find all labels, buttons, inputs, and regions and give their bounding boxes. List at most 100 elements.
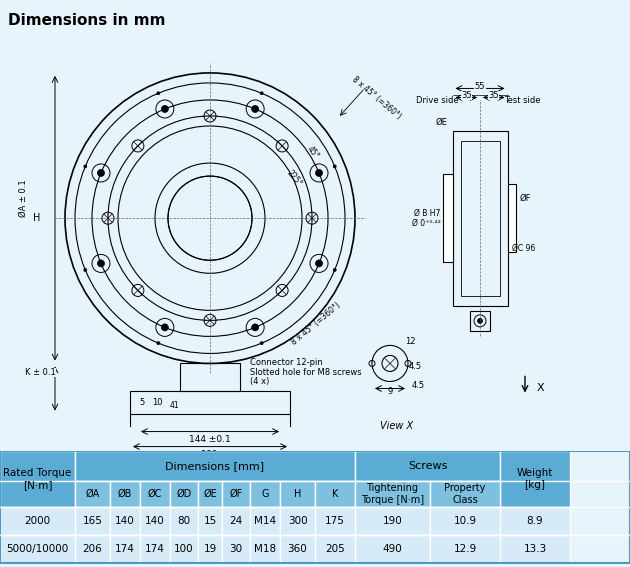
Bar (222, 535, 250, 563)
Bar (140, 535, 170, 563)
Text: Drive side: Drive side (416, 96, 459, 105)
Text: Property
Class: Property Class (444, 483, 486, 505)
Bar (250, 535, 280, 563)
Text: 10: 10 (152, 398, 163, 407)
Text: ØE: ØE (203, 489, 217, 499)
Text: 41: 41 (169, 401, 179, 410)
Circle shape (333, 165, 336, 168)
Text: 175: 175 (325, 516, 345, 526)
Bar (280, 507, 315, 535)
Bar (355, 535, 430, 563)
Text: 8 x 45° (=360°): 8 x 45° (=360°) (350, 75, 403, 121)
Circle shape (260, 92, 263, 95)
Text: 80: 80 (178, 516, 190, 526)
Text: Dimensions [mm]: Dimensions [mm] (166, 461, 265, 471)
Text: 24: 24 (229, 516, 243, 526)
Bar (250, 481, 280, 507)
Text: M14: M14 (254, 516, 276, 526)
Bar (500, 507, 570, 535)
Bar (170, 481, 198, 507)
Text: Tightening
Torque [N·m]: Tightening Torque [N·m] (361, 483, 424, 505)
Text: K: K (332, 489, 338, 499)
Text: 160: 160 (202, 450, 219, 459)
Bar (442, 174, 452, 262)
Bar (198, 535, 222, 563)
Bar (0, 535, 75, 563)
Text: 30: 30 (229, 544, 243, 554)
Bar (180, 363, 240, 391)
Bar (500, 451, 570, 507)
Text: 300: 300 (288, 516, 307, 526)
Text: Dimensions in mm: Dimensions in mm (8, 13, 165, 28)
Text: 4.5: 4.5 (411, 381, 425, 390)
Circle shape (251, 105, 259, 112)
Text: 140: 140 (145, 516, 165, 526)
Text: 35: 35 (488, 91, 499, 100)
Bar (198, 481, 222, 507)
Text: 12: 12 (404, 337, 415, 346)
Text: ØE: ØE (435, 118, 447, 127)
Circle shape (161, 105, 168, 112)
Text: 19: 19 (203, 544, 217, 554)
Text: 55: 55 (475, 82, 485, 91)
Text: ØA: ØA (86, 489, 100, 499)
Text: Slotted hole for M8 screws: Slotted hole for M8 screws (250, 368, 362, 377)
Circle shape (84, 268, 87, 272)
Text: 165: 165 (83, 516, 103, 526)
Bar (140, 481, 170, 507)
Bar (110, 481, 140, 507)
Text: Rated Torque
[N·m]: Rated Torque [N·m] (3, 468, 72, 490)
Bar (470, 311, 490, 331)
Bar (315, 535, 355, 563)
Bar (140, 507, 170, 535)
Text: H: H (33, 213, 41, 223)
Bar (110, 507, 140, 535)
Text: G: G (261, 489, 269, 499)
Bar (75, 451, 355, 481)
Circle shape (157, 92, 160, 95)
Text: 2000: 2000 (25, 516, 50, 526)
Text: Weight
[kg]: Weight [kg] (517, 468, 553, 490)
Bar (461, 141, 500, 296)
Text: Ø B H7
Ø 0⁺⁰·⁴²: Ø B H7 Ø 0⁺⁰·⁴² (411, 209, 440, 228)
Bar (355, 451, 500, 481)
Text: Test side: Test side (504, 96, 541, 105)
Text: ØC: ØC (148, 489, 162, 499)
Text: 10.9: 10.9 (454, 516, 476, 526)
Bar (170, 507, 198, 535)
Text: M18: M18 (254, 544, 276, 554)
Text: 5000/10000: 5000/10000 (6, 544, 69, 554)
Bar (452, 130, 508, 306)
Text: 100: 100 (174, 544, 194, 554)
Bar (430, 481, 500, 507)
Text: 360: 360 (288, 544, 307, 554)
Text: 144 ±0.1: 144 ±0.1 (189, 435, 231, 444)
Text: 490: 490 (382, 544, 403, 554)
Text: 4.5: 4.5 (408, 362, 421, 371)
Circle shape (333, 268, 336, 272)
Bar (198, 507, 222, 535)
Bar (355, 481, 430, 507)
Circle shape (260, 342, 263, 345)
Text: (4 x): (4 x) (250, 377, 270, 386)
Circle shape (316, 260, 323, 267)
Bar (315, 481, 355, 507)
Text: 15: 15 (203, 516, 217, 526)
Text: ØC 96: ØC 96 (512, 244, 536, 253)
Text: 5: 5 (139, 398, 145, 407)
Text: 13.3: 13.3 (524, 544, 547, 554)
Circle shape (84, 165, 87, 168)
Bar (355, 507, 430, 535)
Circle shape (161, 324, 168, 331)
Text: 174: 174 (115, 544, 135, 554)
Text: 140: 140 (115, 516, 135, 526)
Text: H: H (294, 489, 301, 499)
Text: 12.9: 12.9 (454, 544, 477, 554)
Circle shape (478, 318, 483, 323)
Bar (170, 535, 198, 563)
Text: View X: View X (380, 421, 413, 430)
Bar (0, 507, 75, 535)
Text: 45°: 45° (305, 145, 321, 161)
Bar (110, 535, 140, 563)
Bar (508, 184, 515, 252)
